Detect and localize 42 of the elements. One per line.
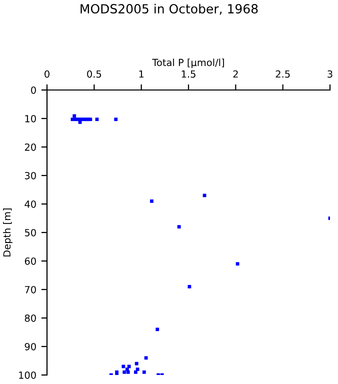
point [114, 118, 118, 122]
point [156, 328, 160, 332]
point [126, 370, 130, 374]
x-tick-label: 1 [139, 70, 144, 78]
y-tick-label: 70 [25, 286, 36, 294]
y-tick-label: 60 [24, 257, 36, 265]
x-tick-label: 2.5 [276, 70, 290, 78]
point [122, 370, 126, 374]
y-tick-label: 20 [24, 143, 36, 151]
y-tick-label: 100 [19, 371, 36, 379]
point [150, 199, 154, 203]
point [177, 225, 181, 228]
x-axis-title: Total P [µmol/l] [152, 58, 224, 68]
y-tick-label: 50 [24, 228, 36, 236]
point [134, 370, 138, 374]
x-tick-label: 3 [328, 70, 332, 78]
point [188, 284, 192, 288]
x-tick-label: 0 [44, 70, 50, 78]
point [202, 194, 206, 198]
point [134, 362, 138, 366]
point [122, 364, 126, 368]
point [142, 370, 146, 374]
x-tick-label: 1.5 [182, 70, 196, 78]
y-tick-label: 30 [24, 172, 36, 180]
point [125, 368, 129, 371]
y-tick-label: 0 [31, 86, 36, 94]
point [115, 370, 119, 374]
point [72, 114, 76, 118]
point [236, 262, 240, 266]
y-tick-label: 80 [24, 314, 36, 322]
point [136, 368, 140, 371]
y-tick-label: 10 [25, 114, 36, 122]
y-tick-label: 40 [24, 200, 36, 208]
chart-title: MODS2005 in October, 1968 [80, 4, 258, 15]
x-tick-label: 0.5 [87, 70, 102, 78]
point [144, 356, 148, 360]
x-tick-label: 2 [233, 70, 238, 78]
point [95, 118, 99, 122]
point [78, 120, 82, 124]
y-tick-label: 90 [24, 342, 36, 350]
y-axis-title: Depth [m] [3, 208, 12, 256]
point [127, 364, 131, 368]
